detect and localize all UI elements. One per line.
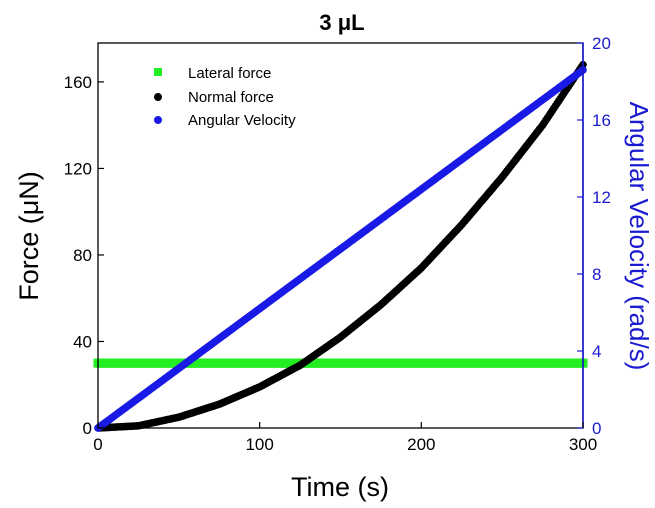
- legend-label-normal-force: Normal force: [188, 89, 274, 106]
- angular-velocity-series: [94, 66, 587, 432]
- y-tick-label: 80: [73, 246, 92, 265]
- y-tick-label: 160: [64, 73, 92, 92]
- y2-tick-label: 20: [592, 34, 611, 53]
- legend: Lateral force Normal force Angular Veloc…: [154, 65, 296, 129]
- lateral-force-series: [93, 358, 588, 368]
- legend-marker-angular-velocity: [154, 116, 162, 124]
- legend-marker-lateral-force: [154, 68, 162, 76]
- y-tick-label: 0: [83, 419, 92, 438]
- chart-title: 3 μL: [319, 10, 364, 35]
- normal-force-series: [94, 60, 587, 432]
- y-axis-label: Force (μN): [14, 171, 44, 301]
- y2-axis-label: Angular Velocity (rad/s): [624, 102, 654, 371]
- series-layer: [93, 60, 588, 432]
- y-tick-label: 40: [73, 332, 92, 351]
- y2-tick-label: 12: [592, 188, 611, 207]
- y2-tick-label: 4: [592, 342, 601, 361]
- x-tick-label: 100: [245, 435, 273, 454]
- y-tick-label: 120: [64, 159, 92, 178]
- y2-tick-label: 16: [592, 111, 611, 130]
- legend-marker-normal-force: [154, 93, 162, 101]
- x-axis-label: Time (s): [291, 472, 389, 502]
- y2-tick-label: 8: [592, 265, 601, 284]
- legend-label-lateral-force: Lateral force: [188, 65, 271, 82]
- y2-tick-label: 0: [592, 419, 601, 438]
- x-tick-label: 200: [407, 435, 435, 454]
- x-tick-label: 0: [93, 435, 102, 454]
- x-tick-label: 300: [569, 435, 597, 454]
- legend-label-angular-velocity: Angular Velocity: [188, 112, 296, 129]
